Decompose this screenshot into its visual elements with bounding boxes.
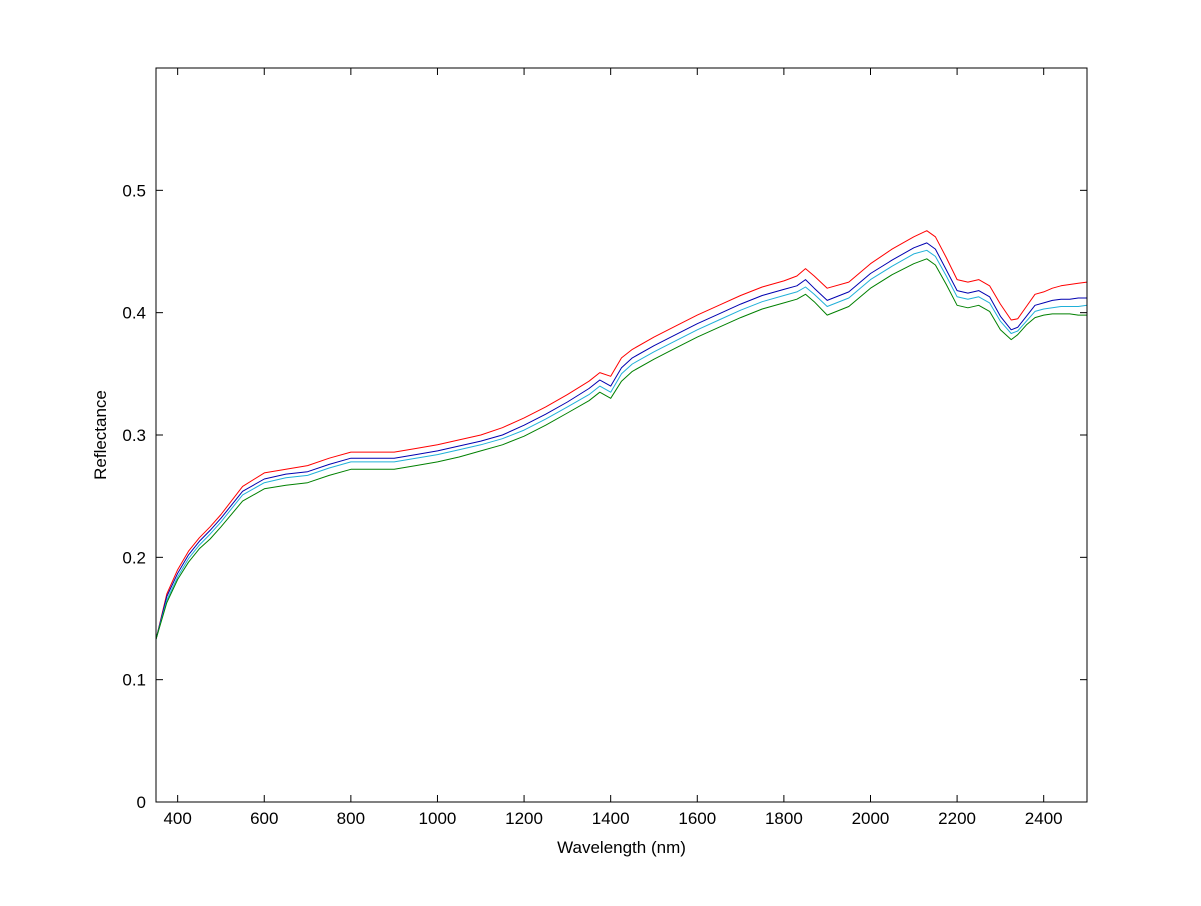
y-tick-label: 0.3 bbox=[122, 426, 146, 445]
x-tick-label: 2000 bbox=[852, 809, 890, 828]
series-line-2 bbox=[155, 242, 1087, 640]
x-tick-label: 400 bbox=[163, 809, 191, 828]
series-layer bbox=[155, 230, 1088, 640]
x-tick-label: 1600 bbox=[678, 809, 716, 828]
series-line-4 bbox=[155, 258, 1087, 640]
series-line-3 bbox=[155, 249, 1088, 640]
y-tick-label: 0.1 bbox=[122, 671, 146, 690]
y-tick-label: 0.2 bbox=[122, 548, 146, 567]
x-axis-label: Wavelength (nm) bbox=[557, 838, 686, 857]
tick-layer: 400 600 800 1000 1200 1400 1600 1800 2000 2200 240… bbox=[122, 68, 1087, 828]
x-tick-label: 1800 bbox=[765, 809, 803, 828]
y-axis-label: Reflectance bbox=[91, 390, 110, 480]
x-tick-label: 1400 bbox=[592, 809, 630, 828]
x-tick-label: 1000 bbox=[419, 809, 457, 828]
x-tick-label: 600 bbox=[250, 809, 278, 828]
y-tick-label: 0.4 bbox=[122, 304, 146, 323]
y-tick-label: 0 bbox=[137, 793, 146, 812]
x-tick-label: 800 bbox=[337, 809, 365, 828]
series-line-1 bbox=[155, 230, 1088, 640]
x-tick-label: 2400 bbox=[1025, 809, 1063, 828]
x-tick-label: 2200 bbox=[938, 809, 976, 828]
y-tick-label: 0.5 bbox=[122, 181, 146, 200]
x-tick-label: 1200 bbox=[505, 809, 543, 828]
